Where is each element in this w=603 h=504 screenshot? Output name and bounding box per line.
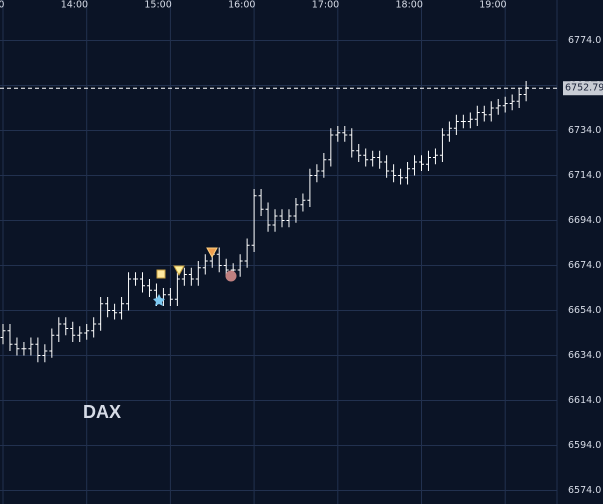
last-price-box — [563, 81, 603, 96]
y-tick-label: 6714.0 — [568, 170, 601, 181]
y-tick-label: 6574.0 — [568, 485, 601, 496]
y-tick-label: 6614.0 — [568, 395, 601, 406]
y-tick-label: 6654.0 — [568, 305, 601, 316]
y-tick-label: 6634.0 — [568, 350, 601, 361]
signal-circle — [225, 270, 237, 282]
signal-triangle — [206, 247, 218, 259]
y-tick-label: 6774.0 — [568, 35, 601, 46]
signal-star — [153, 294, 165, 306]
x-tick-label: 13:00 — [0, 0, 4, 11]
x-tick-label: 14:00 — [61, 0, 88, 11]
signal-square — [156, 269, 166, 279]
last-price-label: 6752.79 — [565, 83, 603, 94]
x-tick-label: 19:00 — [479, 0, 506, 11]
y-tick-label: 6734.0 — [568, 125, 601, 136]
x-tick-label: 17:00 — [312, 0, 339, 11]
y-tick-label: 6694.0 — [568, 215, 601, 226]
x-tick-label: 18:00 — [396, 0, 423, 11]
y-tick-label: 6674.0 — [568, 260, 601, 271]
x-tick-label: 16:00 — [228, 0, 255, 11]
x-tick-label: 15:00 — [144, 0, 171, 11]
y-tick-label: 6594.0 — [568, 440, 601, 451]
chart-title: DAX — [83, 402, 121, 422]
signal-triangle — [173, 265, 185, 277]
